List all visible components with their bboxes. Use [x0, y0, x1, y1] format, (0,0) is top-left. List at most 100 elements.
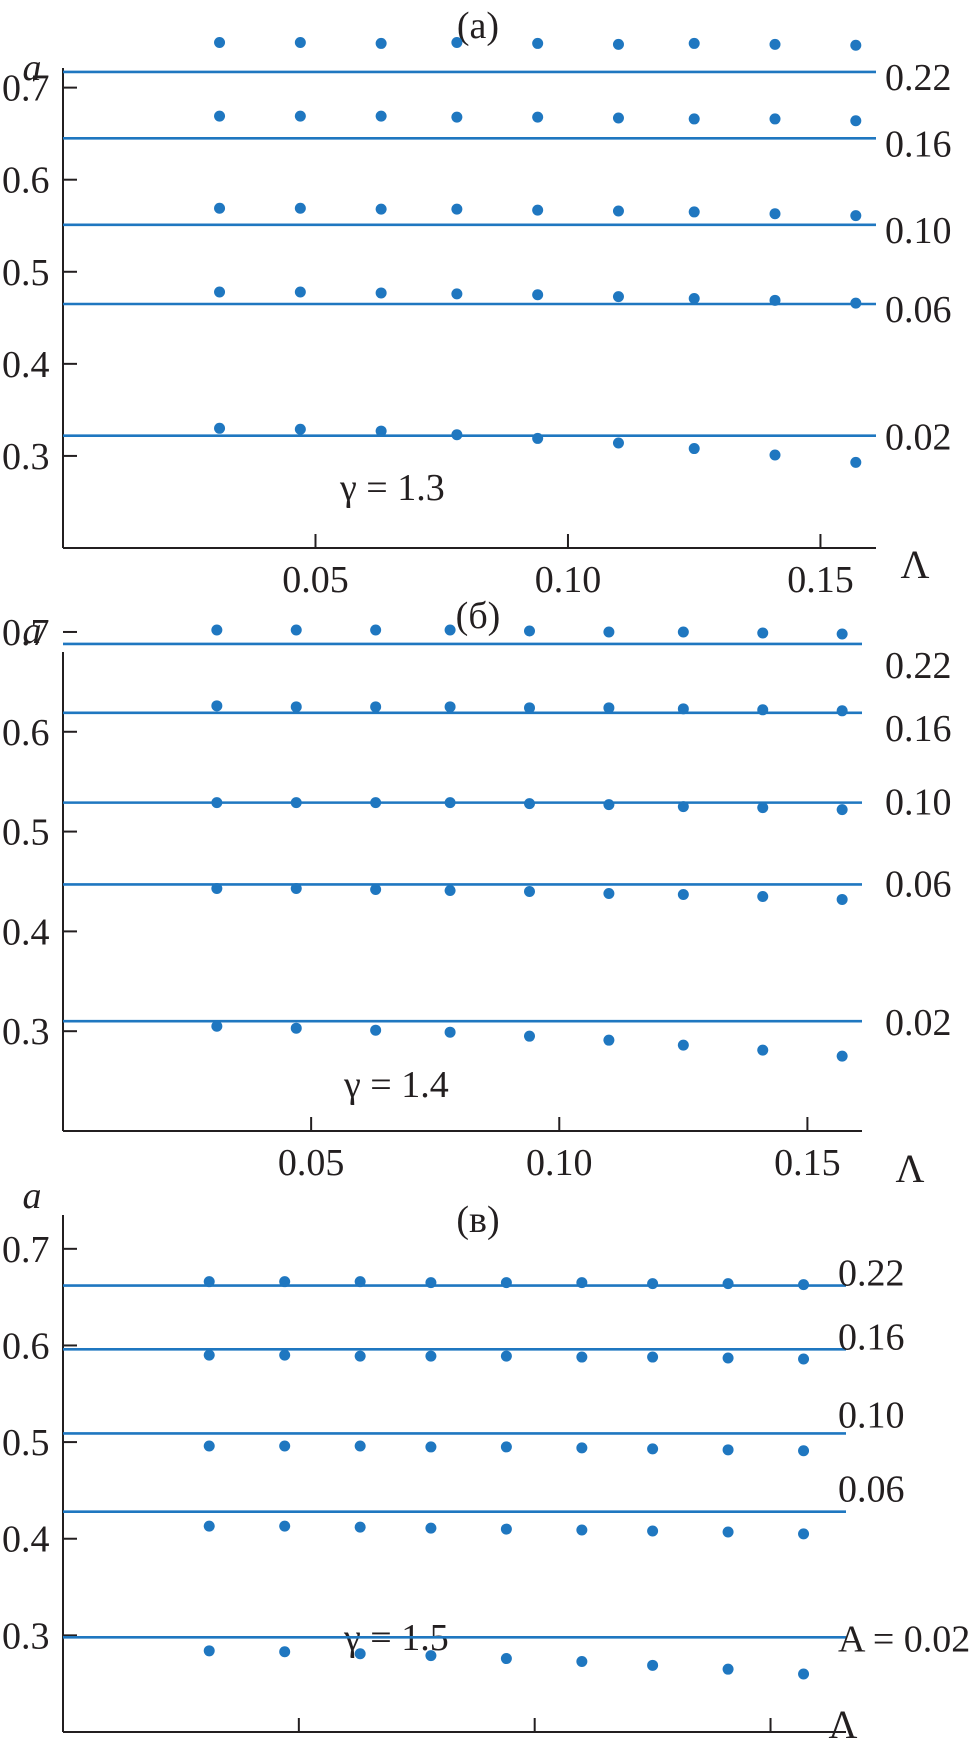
y-axis-label: a: [23, 1175, 42, 1217]
y-tick-label: 0.3: [2, 1615, 50, 1657]
y-tick-label: 0.3: [2, 436, 50, 478]
data-point: [500, 1277, 512, 1289]
data-point: [757, 802, 769, 814]
data-point: [850, 456, 862, 468]
series-label: 0.22: [838, 1253, 905, 1295]
data-point: [375, 203, 387, 215]
data-point: [425, 1650, 437, 1662]
data-point: [500, 1350, 512, 1362]
data-point: [603, 626, 615, 638]
data-point: [451, 429, 463, 441]
series-label: 0.06: [838, 1469, 905, 1511]
data-point: [500, 1523, 512, 1535]
data-point: [798, 1353, 810, 1365]
data-point: [647, 1278, 659, 1290]
data-point: [523, 625, 535, 637]
panel-label: (б): [456, 595, 501, 637]
data-point: [290, 701, 302, 713]
data-point: [425, 1522, 437, 1534]
data-point: [294, 423, 306, 435]
data-point: [279, 1276, 291, 1288]
data-point: [500, 1441, 512, 1453]
x-axis-label: Λ: [900, 542, 929, 587]
y-tick-label: 0.7: [2, 1229, 50, 1271]
data-point: [798, 1279, 810, 1291]
data-point: [444, 701, 456, 713]
data-point: [214, 202, 226, 214]
data-point: [290, 882, 302, 894]
data-point: [444, 884, 456, 896]
data-point: [850, 210, 862, 222]
data-point: [451, 203, 463, 215]
x-tick-label: 0.10: [535, 559, 602, 601]
data-point: [203, 1276, 215, 1288]
series-label: 0.16: [838, 1316, 905, 1358]
x-tick-label: 0.15: [774, 1142, 841, 1184]
data-point: [722, 1663, 734, 1675]
data-point: [769, 113, 781, 125]
data-point: [354, 1276, 366, 1288]
data-point: [603, 887, 615, 899]
data-point: [576, 1351, 588, 1363]
data-point: [290, 797, 302, 809]
data-point: [451, 37, 463, 49]
x-axis-label: Λ: [828, 1702, 857, 1743]
data-point: [451, 111, 463, 123]
data-point: [425, 1277, 437, 1289]
data-point: [370, 701, 382, 713]
data-point: [294, 202, 306, 214]
data-point: [370, 797, 382, 809]
data-point: [532, 289, 544, 301]
data-point: [576, 1655, 588, 1667]
data-point: [444, 797, 456, 809]
data-point: [279, 1349, 291, 1361]
data-point: [375, 110, 387, 122]
data-point: [576, 1277, 588, 1289]
data-point: [688, 292, 700, 304]
x-tick-label: 0.05: [282, 559, 349, 601]
data-point: [290, 624, 302, 636]
data-point: [688, 37, 700, 49]
data-point: [647, 1351, 659, 1363]
data-point: [294, 286, 306, 298]
data-point: [370, 883, 382, 895]
data-point: [757, 627, 769, 639]
data-point: [647, 1525, 659, 1537]
data-point: [203, 1520, 215, 1532]
data-point: [500, 1653, 512, 1665]
data-point: [688, 443, 700, 455]
data-point: [532, 204, 544, 216]
data-point: [757, 704, 769, 716]
data-point: [425, 1441, 437, 1453]
data-point: [203, 1645, 215, 1657]
data-point: [769, 449, 781, 461]
data-point: [677, 626, 689, 638]
data-point: [279, 1440, 291, 1452]
series-label: 0.22: [885, 645, 952, 687]
data-point: [603, 702, 615, 714]
data-point: [798, 1668, 810, 1680]
data-point: [444, 624, 456, 636]
y-tick-label: 0.7: [2, 68, 50, 110]
data-point: [757, 890, 769, 902]
data-point: [612, 38, 624, 50]
data-point: [850, 297, 862, 309]
data-point: [425, 1350, 437, 1362]
series-label: 0.06: [885, 289, 952, 331]
y-tick-label: 0.4: [2, 911, 50, 953]
data-point: [214, 286, 226, 298]
data-point: [451, 288, 463, 300]
data-point: [290, 1022, 302, 1034]
y-tick-label: 0.7: [2, 612, 50, 654]
data-point: [722, 1526, 734, 1538]
x-tick-label: 0.15: [787, 559, 854, 601]
data-point: [612, 205, 624, 217]
data-point: [211, 624, 223, 636]
data-point: [850, 115, 862, 127]
data-point: [677, 801, 689, 813]
data-point: [532, 111, 544, 123]
y-tick-label: 0.5: [2, 252, 50, 294]
y-tick-label: 0.4: [2, 344, 50, 386]
data-point: [769, 294, 781, 306]
